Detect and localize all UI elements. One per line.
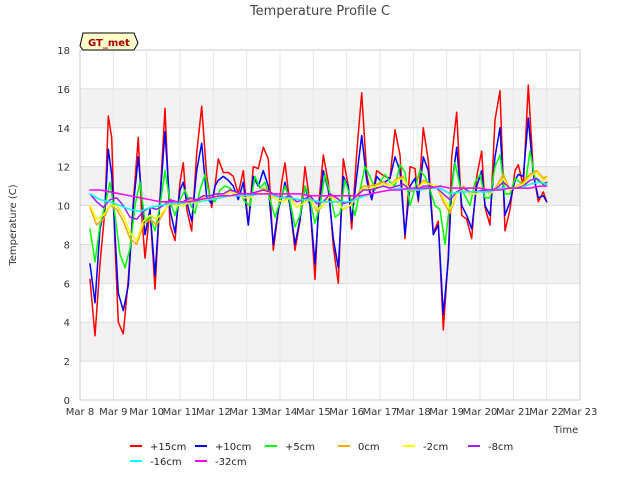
plot-frame (79, 49, 581, 401)
series-line (89, 185, 548, 203)
x-tick-label: Mar 8 (66, 407, 94, 418)
y-tick-label: 10 (57, 202, 70, 213)
background-band (80, 322, 580, 362)
background-band (80, 244, 580, 284)
series-line (89, 171, 548, 242)
y-tick-label: 16 (57, 85, 70, 96)
legend-label: -16cm (150, 457, 182, 468)
x-tick-label: Mar 23 (563, 407, 598, 418)
x-tick-label: Mar 14 (263, 407, 298, 418)
x-tick-label: Mar 15 (296, 407, 331, 418)
chart-title: Temperature Profile C (249, 4, 390, 19)
gt-met-annotation: GT_met (79, 32, 139, 51)
x-tick-label: Mar 9 (99, 407, 127, 418)
y-tick-label: 18 (57, 46, 70, 57)
x-tick-label: Mar 19 (429, 407, 464, 418)
legend: +15cm +10cm +5cm 0cm -2cm -8cm -16cm -32cm (130, 442, 513, 468)
legend-label: -2cm (423, 442, 448, 453)
y-tick-label: 4 (64, 318, 70, 329)
annotation-label: GT_met (88, 38, 130, 49)
plot-background-bands (80, 50, 580, 400)
x-tick-label: Mar 18 (396, 407, 431, 418)
legend-label: +5cm (285, 442, 315, 453)
y-tick-label: 2 (64, 357, 70, 368)
x-tick-label: Mar 22 (529, 407, 564, 418)
y-tick-label: 6 (64, 279, 70, 290)
y-tick-label: 8 (64, 240, 70, 251)
y-tick-labels: 0 2 4 6 8 10 12 14 16 18 (57, 46, 70, 407)
background-band (80, 283, 580, 323)
background-band (80, 88, 580, 128)
y-tick-label: 14 (57, 124, 70, 135)
x-tick-label: Mar 17 (363, 407, 398, 418)
series-line (89, 150, 548, 269)
series-line (89, 117, 548, 316)
x-tick-label: Mar 10 (129, 407, 164, 418)
x-tick-label: Mar 11 (163, 407, 198, 418)
x-tick-label: Mar 12 (196, 407, 231, 418)
x-tick-label: Mar 16 (329, 407, 364, 418)
background-band (80, 127, 580, 167)
legend-label: -8cm (488, 442, 513, 453)
background-band (80, 361, 580, 400)
y-axis-label: Temperature (C) (8, 184, 19, 266)
series-line (89, 181, 548, 213)
series-lines (89, 84, 548, 337)
y-tick-label: 12 (57, 163, 70, 174)
background-band (80, 50, 580, 89)
annotation-box (79, 32, 139, 51)
legend-label: +10cm (215, 442, 251, 453)
y-tick-label: 0 (64, 396, 70, 407)
x-tick-label: Mar 21 (496, 407, 531, 418)
x-tick-label: Mar 13 (229, 407, 264, 418)
x-axis-label: Time (553, 425, 578, 436)
legend-label: 0cm (358, 442, 380, 453)
x-tick-label: Mar 20 (463, 407, 498, 418)
legend-label: +15cm (150, 442, 186, 453)
legend-label: -32cm (215, 457, 247, 468)
